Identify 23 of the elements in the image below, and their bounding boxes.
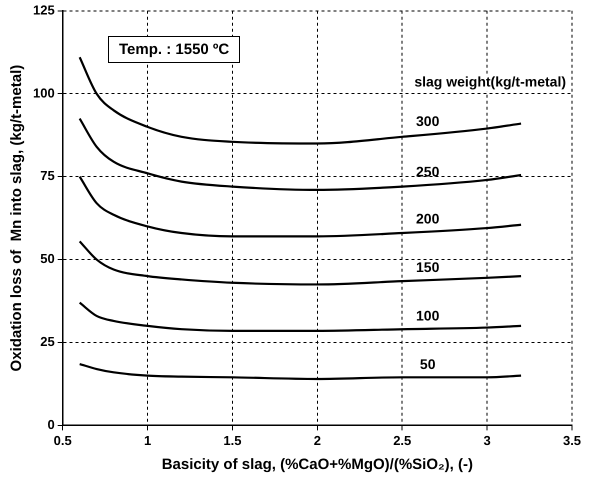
y-tick-label: 25 [40,334,55,350]
series-label: 300 [416,113,440,130]
annotation: Temp. : 1550 ºC [108,36,240,63]
series-label: 250 [416,163,440,180]
y-tick-label: 50 [40,251,55,266]
y-tick-label: 0 [47,416,55,432]
series-label: 150 [416,258,440,275]
y-tick-label: 75 [40,168,55,184]
legend-title: slag weight(kg/t-metal) [414,74,566,90]
x-tick-label: 0.5 [54,432,72,448]
series-label: 100 [416,308,440,324]
y-axis-title: Oxidation loss of Mn into slag, (kg/t-metal) [8,64,26,372]
x-tick-label: 1.5 [223,432,242,448]
x-tick-label: 2.5 [393,432,412,448]
x-tick-label: 2 [314,432,321,448]
y-tick-label: 125 [32,2,55,18]
series-label: 50 [420,356,436,372]
x-tick-label: 3 [484,432,491,448]
series-label: 200 [416,210,440,226]
x-axis-title: Basicity of slag, (%CaO+%MgO)/(%SiO₂), (-) [162,456,473,474]
x-tick-label: 3.5 [562,432,582,448]
x-tick-label: 1 [144,432,152,448]
y-tick-label: 100 [32,85,55,100]
